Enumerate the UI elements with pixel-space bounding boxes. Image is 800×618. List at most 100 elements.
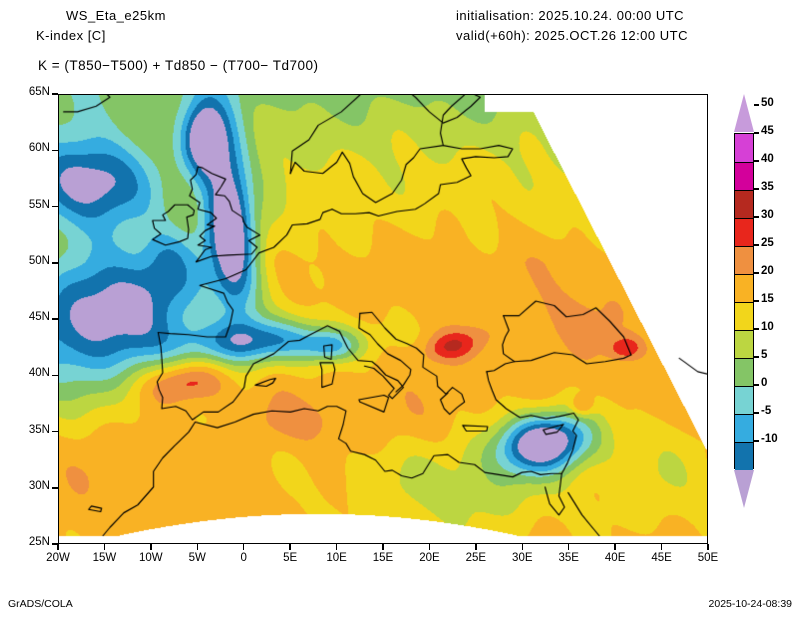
y-axis-label: 25N — [28, 536, 50, 548]
x-axis-tick — [335, 544, 338, 550]
colorbar-separator — [735, 414, 753, 416]
x-axis-tick — [289, 544, 291, 550]
colorbar-band — [735, 274, 753, 302]
x-axis-tick — [660, 544, 663, 550]
map-field-canvas — [59, 95, 707, 543]
colorbar-tick-label: 35 — [761, 181, 774, 193]
x-axis-tick — [242, 544, 245, 550]
colorbar-tick — [754, 300, 759, 302]
colorbar-arrow-high — [734, 94, 754, 132]
colorbar-tick — [754, 132, 759, 134]
colorbar-tick-label: 50 — [761, 97, 774, 109]
initialisation-time: initialisation: 2025.10.24. 00:00 UTC — [456, 8, 685, 23]
colorbar-tick — [754, 160, 759, 162]
x-axis-tick — [707, 544, 709, 550]
colorbar-tick-label: 30 — [761, 209, 774, 221]
y-axis-tick — [52, 149, 58, 151]
colorbar-tick — [754, 440, 759, 442]
colorbar-separator — [735, 162, 753, 164]
colorbar-band — [735, 162, 753, 190]
colorbar-tick-label: 40 — [761, 153, 774, 165]
model-name: WS_Eta_e25km — [66, 8, 166, 23]
colorbar-tick — [754, 356, 759, 358]
y-axis-tick — [52, 543, 58, 545]
colorbar-tick — [754, 104, 759, 106]
y-axis-tick — [52, 487, 58, 489]
y-axis-label: 35N — [28, 423, 50, 436]
colorbar-band — [735, 442, 753, 470]
colorbar-separator — [735, 358, 753, 360]
colorbar-tick-label: 20 — [761, 265, 774, 277]
colorbar-band — [735, 358, 753, 386]
formula-text: K = (T850−T500) + Td850 − (T700− Td700) — [38, 58, 319, 73]
colorbar-tick-label: 45 — [761, 125, 774, 137]
footer-timestamp: 2025-10-24-08:39 — [708, 598, 792, 610]
x-axis-tick — [57, 544, 59, 550]
colorbar-tick — [754, 328, 759, 330]
colorbar-band — [735, 414, 753, 442]
colorbar-band — [735, 330, 753, 358]
colorbar-band — [735, 134, 753, 162]
x-axis-label: 5E — [283, 552, 298, 564]
y-axis-tick — [52, 93, 58, 95]
valid-time: valid(+60h): 2025.OCT.26 12:00 UTC — [456, 28, 688, 43]
map-plot-area — [58, 94, 708, 544]
colorbar-separator — [735, 386, 753, 388]
y-axis-label: 55N — [28, 198, 50, 211]
x-axis-tick — [103, 544, 106, 550]
x-axis-tick — [475, 544, 477, 550]
x-axis-tick — [521, 544, 524, 550]
colorbar-tick-label: 25 — [761, 237, 774, 249]
y-axis-tick — [52, 205, 58, 208]
colorbar-tick — [754, 384, 759, 386]
colorbar-band — [735, 246, 753, 274]
colorbar-tick-label: 5 — [761, 349, 768, 361]
x-axis-label: 25E — [465, 552, 487, 564]
colorbar-tick — [754, 412, 759, 414]
footer-credit: GrADS/COLA — [8, 598, 73, 610]
colorbar-arrow-low — [734, 470, 754, 508]
colorbar-tick-label: 0 — [761, 377, 768, 389]
x-axis-label: 50E — [697, 552, 719, 564]
x-axis-tick — [150, 544, 152, 550]
colorbar-tick — [754, 272, 759, 274]
colorbar-tick-label: 15 — [761, 293, 774, 305]
x-axis-tick — [567, 544, 570, 550]
y-axis-label: 50N — [28, 254, 50, 267]
colorbar-tick — [754, 216, 759, 218]
colorbar-band — [735, 218, 753, 246]
colorbar-separator — [735, 442, 753, 444]
y-axis-tick — [52, 430, 58, 433]
x-axis-label: 15W — [92, 552, 117, 564]
y-axis-label: 65N — [28, 86, 50, 98]
colorbar-tick — [754, 244, 759, 246]
y-axis-label: 40N — [28, 367, 50, 380]
colorbar-separator — [735, 246, 753, 248]
x-axis-tick — [196, 544, 199, 550]
y-axis-tick — [52, 374, 58, 376]
x-axis-tick — [614, 544, 616, 550]
x-axis-label: 10E — [326, 552, 347, 564]
colorbar-separator — [735, 190, 753, 192]
x-axis-label: 35E — [558, 552, 579, 564]
colorbar-tick — [754, 188, 759, 190]
colorbar-tick-label: -5 — [761, 405, 772, 417]
colorbar — [734, 133, 754, 470]
x-axis-label: 10W — [139, 552, 163, 564]
x-axis-label: 15E — [372, 552, 394, 564]
colorbar-separator — [735, 330, 753, 332]
x-axis-label: 0 — [240, 552, 247, 564]
x-axis-tick — [382, 544, 384, 550]
field-name: K-index [C] — [36, 28, 106, 43]
x-axis-label: 45E — [651, 552, 672, 564]
colorbar-tick-label: 10 — [761, 321, 774, 333]
y-axis-label: 60N — [28, 142, 50, 155]
x-axis-label: 5W — [188, 552, 206, 564]
colorbar-band — [735, 302, 753, 330]
y-axis-label: 45N — [28, 311, 50, 323]
colorbar-tick-label: -10 — [761, 433, 778, 445]
x-axis-label: 20W — [46, 552, 70, 564]
y-axis-label: 30N — [28, 479, 50, 492]
colorbar-separator — [735, 274, 753, 276]
colorbar-band — [735, 190, 753, 218]
